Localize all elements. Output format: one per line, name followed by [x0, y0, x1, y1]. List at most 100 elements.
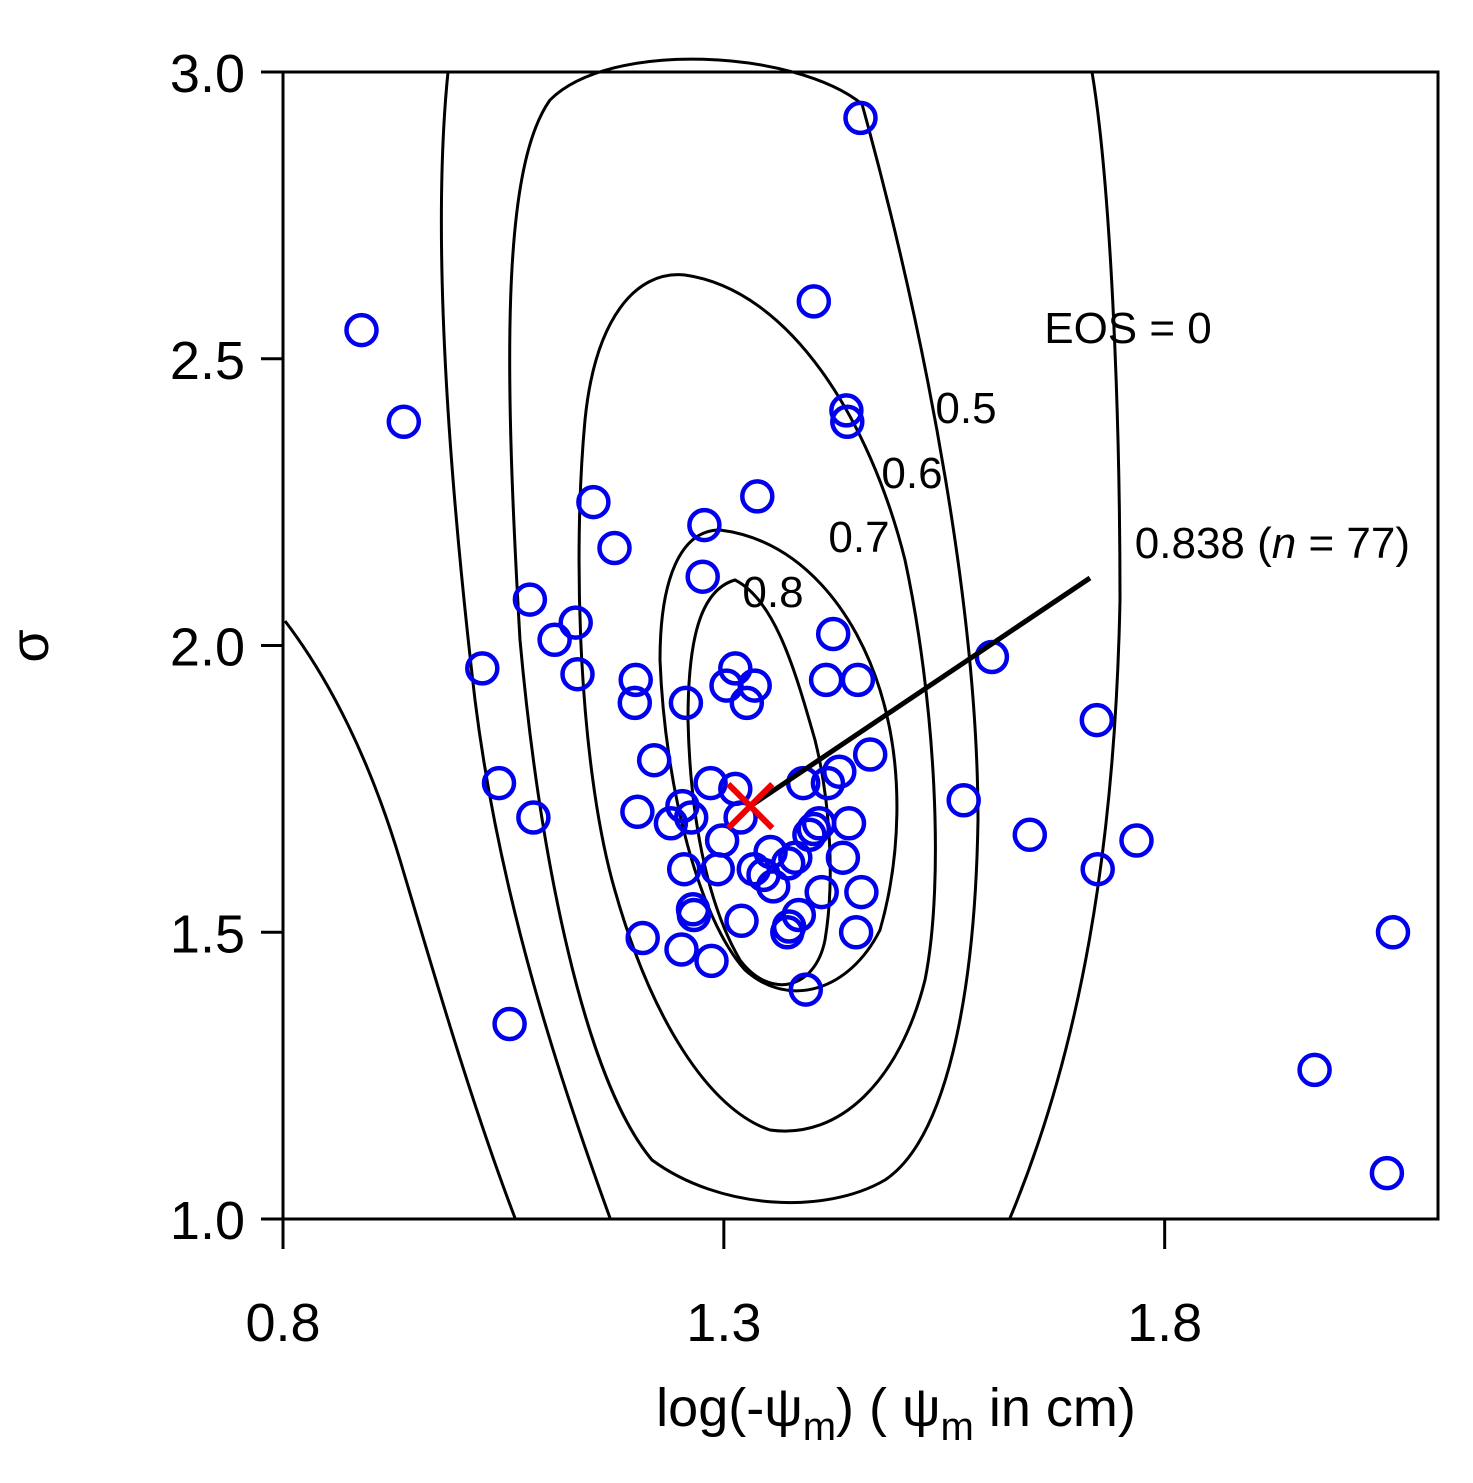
x-title-suffix: in cm)	[974, 1378, 1136, 1438]
data-point-36	[946, 783, 981, 818]
data-point-6	[740, 479, 775, 514]
contour-lines	[283, 57, 1122, 1219]
data-point-27	[1079, 702, 1115, 738]
data-point-72	[1375, 915, 1411, 950]
x-title-mid: ) ( ψ	[836, 1378, 940, 1438]
optimum-label-value: 0.838 (	[1135, 519, 1272, 568]
data-point-3	[829, 393, 864, 428]
data-point-76	[1369, 1155, 1405, 1191]
data-point-44	[831, 806, 867, 841]
y-tick-label-4: 3.0	[170, 44, 245, 104]
x-axis-ticks: 0.8 1.3 1.8	[245, 1219, 1202, 1353]
data-point-54	[700, 851, 735, 887]
x-title-sub2: m	[941, 1405, 974, 1449]
x-title-prefix: log(-ψ	[656, 1378, 803, 1438]
data-point-69	[625, 920, 660, 956]
data-point-19	[709, 668, 744, 703]
data-point-64	[724, 903, 759, 939]
data-point-34	[810, 765, 846, 801]
contour-0.5	[508, 57, 980, 1205]
data-point-52	[825, 840, 861, 875]
contour-label-0.7: 0.7	[828, 513, 889, 562]
data-point-73	[788, 972, 824, 1007]
data-point-48	[796, 811, 832, 847]
data-point-29	[636, 742, 672, 778]
data-point-68	[770, 915, 805, 950]
x-tick-label-0: 0.8	[245, 1293, 320, 1353]
contour-label-0.5: 0.5	[935, 384, 996, 433]
data-point-11	[512, 582, 548, 617]
data-point-18	[560, 656, 595, 692]
x-axis-title: log(-ψm) ( ψm in cm)	[656, 1378, 1136, 1449]
data-point-70	[664, 932, 699, 967]
data-point-39	[516, 800, 551, 835]
data-point-57	[1080, 851, 1115, 887]
data-point-42	[673, 800, 709, 835]
y-tick-label-1: 1.5	[170, 904, 245, 964]
data-point-10	[685, 559, 720, 594]
data-point-32	[693, 765, 728, 801]
data-point-63	[676, 897, 712, 933]
contour-0.6	[577, 273, 937, 1133]
data-point-0	[843, 100, 878, 136]
data-point-17	[718, 651, 753, 686]
data-point-21	[808, 662, 844, 698]
data-point-38	[620, 794, 655, 830]
x-tick-label-2: 1.8	[1127, 1293, 1202, 1353]
data-point-25	[668, 685, 704, 721]
contour-0.7	[658, 528, 899, 993]
y-tick-label-2: 2.0	[170, 618, 245, 678]
data-point-30	[822, 754, 857, 789]
data-point-16	[465, 651, 500, 686]
data-point-51	[778, 840, 813, 875]
data-point-14	[815, 616, 851, 652]
data-point-8	[687, 507, 722, 543]
contour-label-eos: EOS = 0	[1044, 304, 1212, 353]
data-point-75	[1297, 1052, 1332, 1088]
data-point-20	[618, 662, 653, 698]
y-axis-ticks: 1.0 1.5 2.0 2.5 3.0	[170, 44, 283, 1251]
data-point-22	[840, 662, 876, 698]
y-tick-label-0: 1.0	[170, 1191, 245, 1251]
optimum-marker	[726, 781, 775, 831]
x-title-sub1: m	[803, 1405, 836, 1449]
data-point-13	[537, 622, 572, 658]
scatter-points	[344, 100, 1411, 1191]
data-point-2	[344, 312, 379, 348]
data-point-28	[852, 737, 888, 772]
optimum-label-suffix: = 77)	[1296, 519, 1410, 568]
optimum-leader-line	[748, 575, 1092, 809]
data-point-40	[723, 800, 758, 835]
data-point-26	[729, 685, 765, 721]
contour-label-0.8: 0.8	[742, 568, 803, 617]
data-point-45	[1012, 817, 1048, 853]
y-axis-title: σ	[0, 629, 60, 662]
data-point-24	[617, 685, 653, 721]
data-point-47	[704, 823, 740, 858]
contour-label-0.6: 0.6	[881, 449, 942, 498]
x-tick-label-1: 1.3	[686, 1293, 761, 1353]
data-point-31	[481, 765, 517, 801]
data-point-61	[844, 874, 879, 910]
optimum-cross-stroke-1	[726, 781, 775, 831]
data-point-65	[781, 897, 817, 933]
data-point-23	[737, 668, 772, 703]
data-point-1	[796, 284, 832, 319]
data-point-67	[838, 915, 874, 950]
data-point-41	[653, 806, 689, 841]
data-point-71	[694, 943, 729, 979]
data-point-53	[666, 851, 702, 887]
data-point-4	[830, 404, 865, 440]
data-point-60	[804, 874, 839, 910]
data-point-59	[755, 869, 791, 904]
data-point-7	[576, 484, 611, 520]
y-tick-label-3: 2.5	[170, 331, 245, 391]
contour-eos-0	[283, 71, 1122, 1219]
data-point-74	[492, 1006, 527, 1042]
optimum-label: 0.838 (n = 77)	[1135, 519, 1410, 568]
data-point-5	[386, 404, 422, 440]
data-point-9	[597, 530, 632, 566]
data-point-12	[558, 605, 593, 640]
optimum-label-n: n	[1272, 519, 1296, 568]
